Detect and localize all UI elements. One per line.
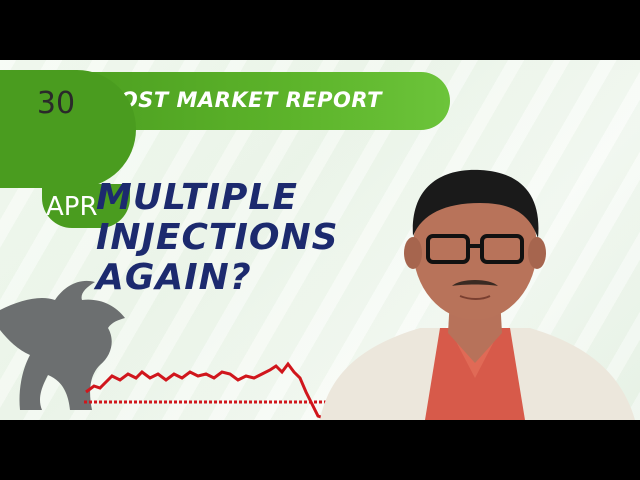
banner-title: POST MARKET REPORT bbox=[104, 88, 382, 112]
presenter-photo bbox=[320, 169, 635, 420]
headline-line-1: MULTIPLE bbox=[96, 177, 298, 218]
headline: MULTIPLE INJECTIONS AGAIN? bbox=[96, 178, 339, 298]
date-month: APR bbox=[46, 192, 98, 222]
thumbnail-stage: POST MARKET REPORT 30 APR MULTIPLE INJEC… bbox=[0, 60, 640, 420]
headline-line-3: AGAIN? bbox=[96, 257, 252, 298]
headline-line-2: INJECTIONS bbox=[96, 217, 339, 258]
date-badge bbox=[0, 70, 136, 188]
date-day: 30 bbox=[36, 86, 76, 121]
month-badge-bg bbox=[42, 184, 130, 228]
price-line-icon bbox=[84, 361, 330, 420]
bull-silhouette-icon bbox=[0, 280, 125, 410]
